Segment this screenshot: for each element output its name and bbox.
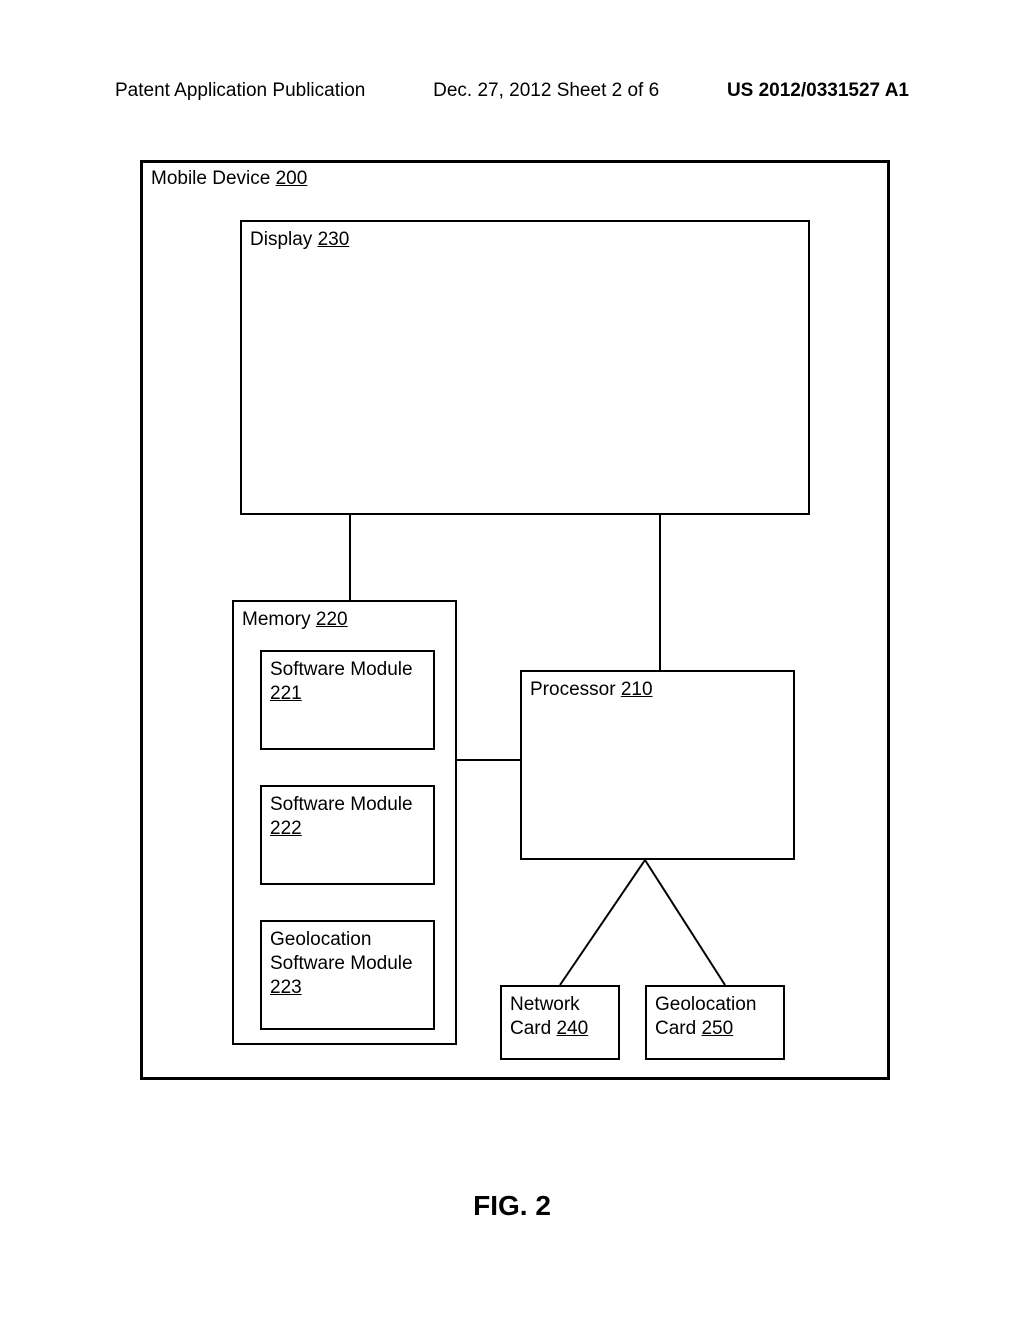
memory-ref: 220 — [316, 609, 348, 630]
software-module-2-ref: 222 — [270, 818, 302, 839]
software-module-1-box: Software Module 221 — [260, 650, 435, 750]
geolocation-software-module-label: Geolocation Software Module — [270, 929, 413, 974]
network-card-box: Network Card 240 — [500, 985, 620, 1060]
display-box: Display 230 — [240, 220, 810, 515]
header-center: Dec. 27, 2012 Sheet 2 of 6 — [433, 80, 659, 102]
display-ref: 230 — [318, 229, 350, 250]
processor-box: Processor 210 — [520, 670, 795, 860]
memory-label: Memory — [242, 609, 311, 630]
mobile-device-label: Mobile Device — [151, 168, 270, 189]
page-header: Patent Application Publication Dec. 27, … — [0, 80, 1024, 102]
processor-ref: 210 — [621, 679, 653, 700]
geolocation-software-module-box: Geolocation Software Module 223 — [260, 920, 435, 1030]
diagram-area: Mobile Device 200 Display 230 Memory 220… — [140, 160, 890, 1080]
software-module-1-ref: 221 — [270, 683, 302, 704]
software-module-1-label: Software Module — [270, 659, 413, 680]
network-card-ref: 240 — [556, 1018, 588, 1039]
geolocation-card-ref: 250 — [701, 1018, 733, 1039]
geolocation-card-box: Geolocation Card 250 — [645, 985, 785, 1060]
header-right: US 2012/0331527 A1 — [727, 80, 909, 102]
processor-label: Processor — [530, 679, 616, 700]
mobile-device-ref: 200 — [276, 168, 308, 189]
figure-label: FIG. 2 — [0, 1190, 1024, 1222]
geolocation-software-module-ref: 223 — [270, 977, 302, 998]
software-module-2-box: Software Module 222 — [260, 785, 435, 885]
display-label: Display — [250, 229, 312, 250]
header-left: Patent Application Publication — [115, 80, 365, 102]
software-module-2-label: Software Module — [270, 794, 413, 815]
